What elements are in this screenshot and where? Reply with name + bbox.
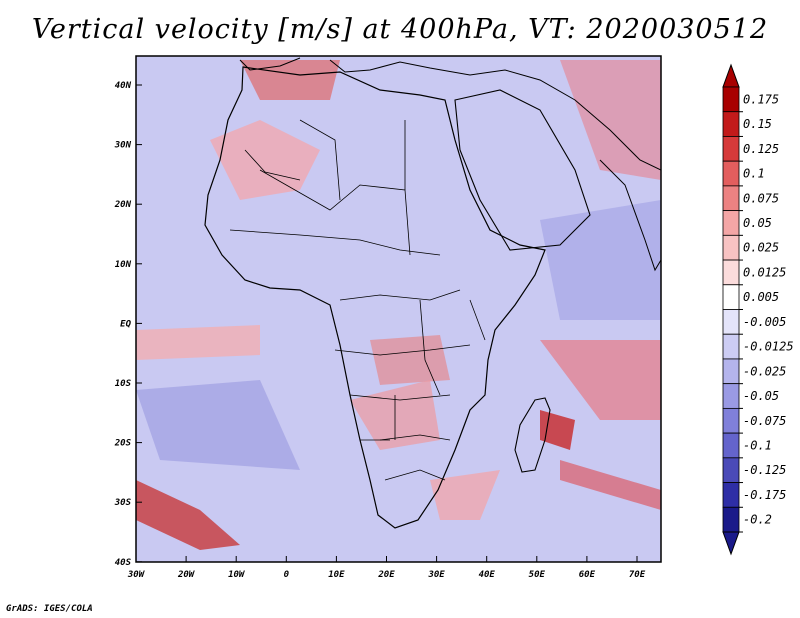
lon-tick-label: 40E — [479, 570, 496, 580]
colorbar-arrow-top — [722, 63, 740, 88]
colorbar-arrow-bottom — [722, 531, 740, 556]
ascent-band-south-indian-ocean — [560, 460, 661, 510]
ascent-region-congo — [370, 335, 450, 385]
colorbar-swatch — [722, 482, 740, 508]
country-borders — [229, 119, 486, 481]
colorbar-label: -0.005 — [743, 315, 786, 329]
descent-region-arabian-sea — [540, 200, 661, 320]
longitude-axis: 30W 20W 10W 0 10E 20E 30E 40E 50E 60E 70E — [127, 556, 646, 580]
lon-tick-label: 20E — [377, 570, 395, 580]
lon-tick-label: 20W — [177, 570, 196, 580]
colorbar-swatch — [722, 111, 740, 137]
colorbar-swatch — [722, 284, 740, 310]
madagascar-coastline — [514, 397, 551, 473]
map-title: Vertical velocity [m/s] at 400hPa, VT: 2… — [31, 14, 769, 45]
colorbar-label: -0.075 — [743, 414, 786, 428]
colorbar-swatch — [722, 506, 740, 533]
lat-tick-label: 20S — [114, 439, 132, 449]
colorbar-label: -0.2 — [743, 513, 772, 527]
colorbar: 0.175 0.15 0.125 0.1 0.075 0.05 0.025 0.0125 0.0… — [722, 63, 794, 556]
ascent-region-indian-ocean — [540, 340, 661, 420]
ascent-region-south-atlantic — [136, 480, 240, 550]
colorbar-label: -0.0125 — [743, 340, 794, 354]
colorbar-label: 0.125 — [743, 142, 779, 156]
colorbar-swatch — [722, 160, 740, 187]
colorbar-swatch — [722, 210, 740, 236]
colorbar-swatch — [722, 309, 740, 335]
colorbar-label: 0.075 — [743, 191, 779, 205]
colorbar-label: -0.05 — [743, 389, 779, 403]
ascent-band-equatorial-atlantic — [136, 325, 260, 360]
ascent-region-north-africa — [210, 120, 320, 200]
latitude-axis: 40N 30N 20N 10N EQ 10S 20S 30S 40S — [114, 81, 142, 568]
colorbar-swatch — [722, 185, 740, 212]
colorbar-label: -0.025 — [743, 364, 786, 378]
lat-tick-label: 30N — [114, 141, 132, 151]
ascent-region-south-africa-coast — [430, 470, 500, 520]
velocity-field — [136, 56, 661, 562]
colorbar-label: -0.175 — [743, 488, 786, 502]
colorbar-swatch — [722, 86, 740, 113]
colorbar-label: 0.175 — [743, 92, 779, 106]
colorbar-swatch — [722, 407, 740, 434]
colorbar-swatch — [722, 259, 740, 286]
colorbar-label: 0.005 — [743, 290, 779, 304]
descent-region-atlantic — [136, 380, 300, 470]
lat-tick-label: EQ — [120, 319, 131, 329]
africa-coastline — [204, 66, 546, 529]
lat-tick-label: 40N — [115, 81, 132, 91]
lon-tick-label: 70E — [629, 570, 646, 580]
colorbar-swatch — [722, 358, 740, 385]
lat-tick-label: 10N — [115, 260, 132, 270]
ascent-region-middle-east — [560, 60, 661, 180]
lon-tick-label: 30E — [427, 570, 445, 580]
arabia-coastline — [454, 89, 591, 251]
india-coastline — [599, 159, 661, 272]
lon-tick-label: 50E — [529, 570, 546, 580]
colorbar-swatch — [722, 136, 740, 162]
map-frame — [135, 55, 662, 563]
lat-tick-label: 10S — [115, 379, 132, 389]
lon-tick-label: 30W — [127, 570, 146, 580]
lon-tick-label: 60E — [579, 570, 596, 580]
colorbar-swatch — [722, 457, 740, 483]
colorbar-swatch — [722, 432, 740, 459]
colorbar-swatch — [722, 234, 740, 261]
colorbar-swatch — [722, 383, 740, 409]
colorbar-label: 0.05 — [743, 216, 772, 230]
credit-label: GrADS: IGES/COLA — [6, 604, 93, 614]
colorbar-label: 0.15 — [743, 117, 772, 131]
lat-tick-label: 30S — [114, 498, 132, 508]
europe-middle-east-coastline — [239, 57, 661, 171]
lat-tick-label: 20N — [114, 200, 132, 210]
colorbar-label: 0.0125 — [743, 265, 786, 279]
colorbar-label: 0.025 — [743, 241, 779, 255]
colorbar-label: 0.1 — [743, 167, 765, 181]
lat-tick-label: 40S — [115, 558, 132, 568]
colorbar-label: -0.1 — [743, 438, 772, 452]
colorbar-swatch — [722, 333, 740, 360]
lon-tick-label: 0 — [284, 570, 290, 580]
lon-tick-label: 10E — [328, 570, 345, 580]
lon-tick-label: 10W — [228, 570, 246, 580]
colorbar-label: -0.125 — [743, 463, 786, 477]
